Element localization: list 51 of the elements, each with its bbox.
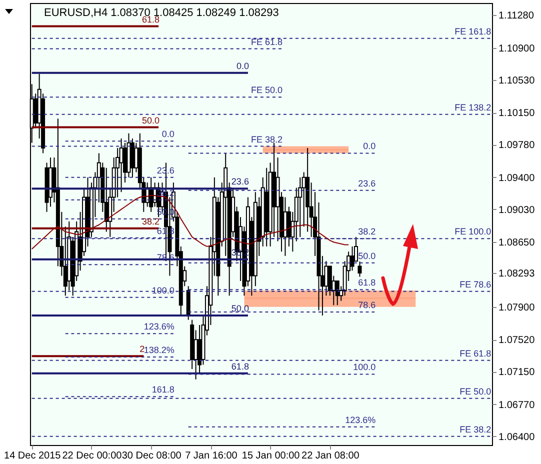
series-label: 50.0 (142, 115, 160, 126)
series-label: 123.6% (144, 322, 174, 332)
series-label: FE 161.8 (454, 26, 492, 36)
series-label: FE 38.2 (460, 424, 492, 434)
x-tick-label: 7 Jan 16:00 (185, 450, 238, 462)
y-tick-label: 1.09780 (498, 140, 536, 152)
y-tick-label: 1.07520 (498, 335, 536, 346)
series-label: 61.8 (358, 278, 376, 288)
series-label: FE 50.0 (250, 85, 282, 96)
y-tick-label: 1.09030 (498, 204, 536, 216)
series-label: 61.8 (231, 361, 249, 372)
series-label: 38.2 (358, 226, 376, 237)
series-label: 0.0 (162, 129, 174, 140)
y-tick-label: 1.11280 (498, 10, 534, 22)
series-label: FE 78.6 (460, 279, 492, 290)
y-tick-label: 1.09400 (498, 172, 536, 184)
y-tick-label: 1.08293 (498, 268, 536, 280)
series-label: 2 (140, 344, 145, 354)
x-tick-label: 30 Dec 08:00 (122, 450, 182, 462)
series-label: FE 61.8 (250, 36, 282, 47)
y-tick-label: 1.10900 (498, 43, 536, 54)
series-label: 100.0 (353, 362, 376, 372)
y-tick-label: 1.07900 (498, 302, 536, 314)
x-tick-label: 22 Jan 08:00 (302, 450, 360, 462)
series-label: 161.8 (152, 384, 174, 395)
series-label: 38.2 (142, 216, 160, 226)
series-label: FE 100.0 (454, 226, 492, 237)
series-label: 123.6% (345, 414, 376, 425)
series-label: FE 50.0 (460, 386, 492, 396)
series-label: 100.0 (152, 285, 174, 296)
series-label: 50.0 (358, 250, 376, 261)
series-label: 23.6 (231, 176, 249, 187)
series-label: 23.6 (358, 178, 376, 188)
series-label: FE 38.2 (250, 134, 282, 144)
x-tick-label: 15 Jan 00:00 (242, 450, 300, 462)
series-label: 0.0 (363, 141, 376, 152)
x-tick-label: 14 Dec 2015 (4, 450, 62, 462)
x-tick-label: 22 Dec 00:00 (62, 450, 122, 462)
y-tick-label: 1.06400 (498, 432, 536, 443)
y-tick-label: 1.08650 (498, 238, 536, 249)
series-label: 138.2% (144, 344, 174, 355)
series-label: 50.0 (231, 304, 249, 314)
y-tick-label: 1.06770 (498, 400, 536, 411)
series-label: FE 138.2 (454, 102, 492, 112)
series-label: FE 61.8 (460, 348, 492, 358)
series-label: 0.0 (236, 60, 249, 71)
y-tick-label: 1.10530 (498, 75, 536, 86)
series-label: 38.2 (231, 247, 249, 258)
series-label: 78.6 (358, 300, 376, 310)
y-tick-label: 1.07150 (498, 367, 536, 378)
y-tick-label: 1.10150 (498, 108, 536, 120)
